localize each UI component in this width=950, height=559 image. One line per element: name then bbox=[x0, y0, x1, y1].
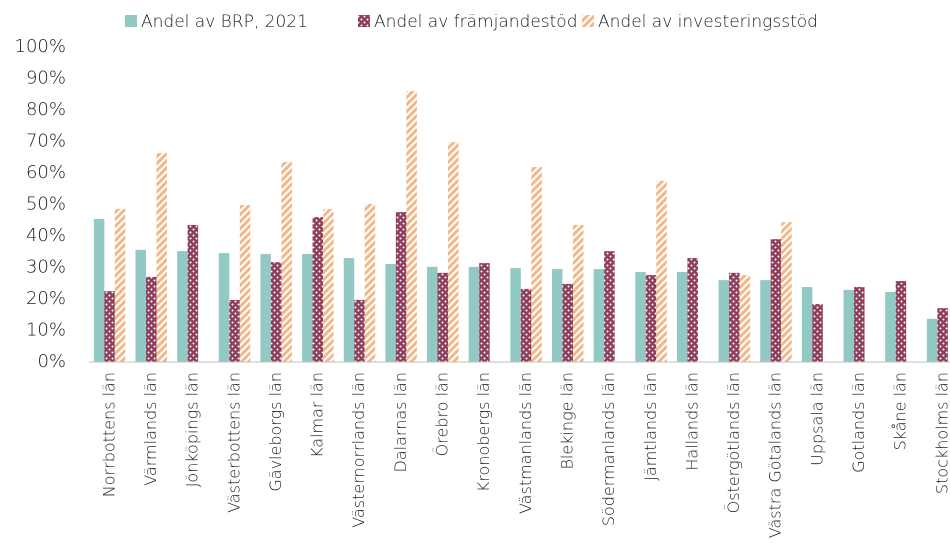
bar bbox=[687, 258, 698, 362]
x-tick-label: Gävleborgs län bbox=[266, 372, 285, 492]
y-tick-label: 60% bbox=[26, 162, 66, 183]
bar bbox=[676, 271, 688, 362]
bar bbox=[572, 224, 584, 362]
x-tick-label: Värmlands län bbox=[141, 372, 160, 486]
bar bbox=[270, 262, 282, 362]
x-tick-label: Västra Götalands län bbox=[766, 372, 785, 538]
bar bbox=[406, 91, 417, 362]
bar bbox=[551, 269, 563, 362]
x-tick-label: Örebro län bbox=[433, 372, 452, 456]
legend-label: Andel av BRP, 2021 bbox=[141, 12, 308, 32]
bar bbox=[718, 280, 730, 362]
x-tick-label: Västernorrlands län bbox=[349, 372, 368, 528]
x-tick-label: Västmanlands län bbox=[516, 372, 535, 514]
y-tick-label: 0% bbox=[37, 351, 66, 372]
bar bbox=[937, 308, 948, 362]
bar bbox=[770, 239, 782, 362]
x-tick-label: Jönköpings län bbox=[183, 372, 202, 487]
legend-swatch bbox=[358, 15, 370, 27]
x-tick-label: Östergötlands län bbox=[724, 372, 743, 513]
bar bbox=[468, 266, 480, 362]
x-tick-label: Kronobergs län bbox=[474, 372, 493, 492]
x-tick-label: Hallands län bbox=[682, 372, 701, 471]
bar bbox=[364, 203, 376, 362]
bar bbox=[843, 289, 855, 362]
bar bbox=[302, 253, 313, 362]
bar bbox=[427, 266, 438, 362]
bar bbox=[604, 251, 615, 362]
bar bbox=[260, 253, 271, 362]
y-tick-label: 90% bbox=[26, 68, 66, 89]
bar bbox=[385, 264, 396, 362]
y-tick-label: 80% bbox=[26, 99, 66, 120]
bar bbox=[323, 208, 334, 362]
y-tick-label: 70% bbox=[26, 131, 66, 152]
x-tick-label: Jämtlands län bbox=[641, 372, 660, 481]
legend-swatch bbox=[125, 15, 137, 27]
bar bbox=[395, 212, 407, 362]
legend-label: Andel av främjandestöd bbox=[374, 12, 578, 32]
bar bbox=[729, 272, 740, 362]
bar bbox=[739, 275, 751, 362]
x-tick-label: Stockholms län bbox=[932, 372, 950, 494]
bar bbox=[885, 292, 896, 362]
bar bbox=[114, 208, 126, 362]
bar bbox=[437, 272, 449, 362]
bar bbox=[854, 287, 865, 362]
x-tick-label: Södermanlands län bbox=[599, 372, 618, 526]
x-tick-label: Norrbottens län bbox=[99, 372, 118, 497]
bar bbox=[93, 218, 105, 362]
x-tick-label: Kalmar län bbox=[308, 372, 327, 458]
bar bbox=[510, 268, 521, 362]
bar bbox=[781, 222, 792, 362]
x-tick-label: Skåne län bbox=[891, 372, 910, 450]
bar bbox=[229, 299, 240, 362]
bar bbox=[656, 180, 667, 362]
x-tick-label: Uppsala län bbox=[807, 372, 826, 466]
bar bbox=[645, 275, 657, 362]
bar bbox=[801, 287, 813, 362]
y-tick-label: 100% bbox=[15, 36, 66, 57]
bar bbox=[562, 283, 573, 362]
bar bbox=[593, 269, 605, 362]
bar bbox=[218, 253, 230, 362]
x-tick-label: Gotlands län bbox=[849, 372, 868, 473]
bar bbox=[343, 258, 355, 362]
x-tick-label: Dalarnas län bbox=[391, 372, 410, 472]
bar bbox=[187, 224, 199, 362]
bar bbox=[520, 288, 532, 362]
y-tick-label: 40% bbox=[26, 225, 66, 246]
bar bbox=[135, 249, 146, 362]
legend-label: Andel av investeringsstöd bbox=[598, 12, 818, 32]
x-tick-label: Västerbottens län bbox=[224, 372, 243, 513]
y-tick-label: 30% bbox=[26, 257, 66, 278]
bar bbox=[281, 161, 292, 362]
bar bbox=[239, 205, 251, 362]
bar bbox=[145, 276, 157, 362]
bar bbox=[895, 281, 907, 362]
bar bbox=[926, 318, 938, 362]
bar bbox=[104, 291, 115, 362]
bar bbox=[760, 280, 771, 362]
bar bbox=[531, 167, 542, 362]
bar bbox=[812, 304, 823, 362]
bar bbox=[479, 263, 490, 362]
y-tick-label: 20% bbox=[26, 288, 66, 309]
bar bbox=[635, 271, 646, 362]
legend-swatch bbox=[582, 15, 594, 27]
bar bbox=[448, 142, 459, 362]
x-tick-label: Blekinge län bbox=[557, 372, 576, 470]
bar bbox=[156, 153, 167, 362]
y-tick-label: 10% bbox=[26, 320, 66, 341]
y-tick-label: 50% bbox=[26, 194, 66, 215]
bar bbox=[177, 251, 188, 362]
bar bbox=[312, 217, 324, 362]
bar bbox=[354, 299, 365, 362]
